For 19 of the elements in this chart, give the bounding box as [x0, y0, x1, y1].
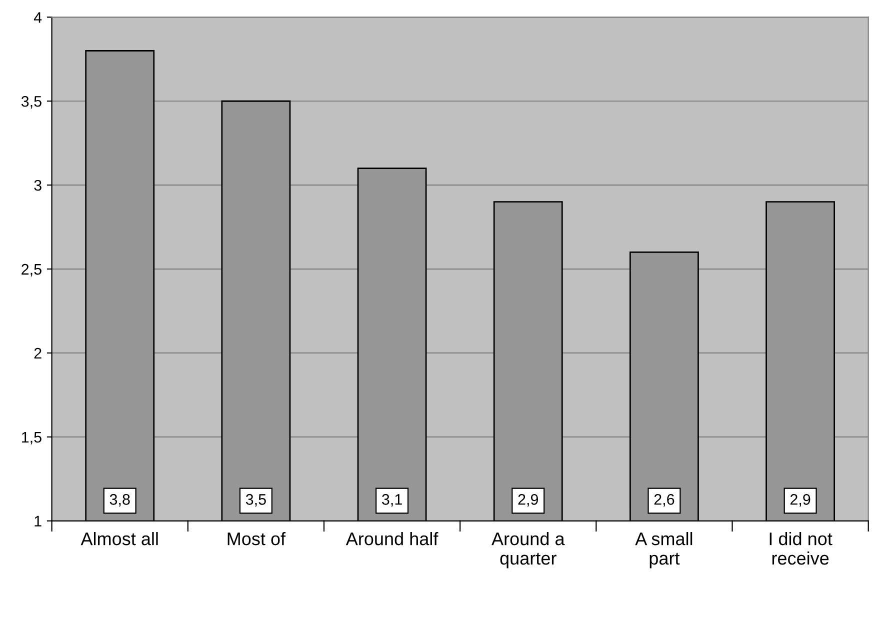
y-tick-label: 2,5	[22, 264, 42, 277]
y-tick-label: 1,5	[22, 432, 42, 444]
x-tick-label: Almost all	[80, 532, 158, 546]
x-tick-label: Around a quarter	[492, 532, 565, 568]
y-tick-label: 4	[34, 12, 42, 23]
data-label: 2,9	[790, 494, 810, 507]
y-tick-label: 3	[34, 180, 42, 191]
y-tick-label: 1	[34, 516, 42, 526]
x-tick-label: I did not receive	[770, 532, 832, 565]
data-label: 2,9	[518, 494, 538, 507]
x-tick-label: Around half	[346, 532, 438, 546]
data-label: 3,8	[110, 494, 130, 507]
data-label: 3,5	[246, 494, 266, 507]
x-tick-label: Most of	[228, 532, 286, 546]
x-tick-label: A small part	[635, 532, 692, 568]
y-tick-label: 3,5	[21, 96, 42, 109]
data-label: 2,6	[654, 494, 674, 507]
data-label: 3,1	[382, 494, 402, 507]
y-tick-label: 2	[34, 348, 42, 359]
